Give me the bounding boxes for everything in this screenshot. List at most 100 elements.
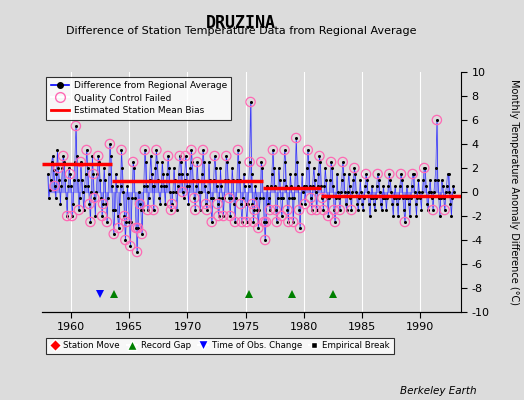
Point — [86, 219, 95, 225]
Point — [277, 213, 286, 219]
Point — [203, 207, 211, 213]
Point — [248, 201, 257, 207]
Point — [420, 165, 429, 171]
Point — [82, 147, 91, 153]
Point — [237, 201, 245, 207]
Point — [283, 207, 292, 213]
Point — [225, 195, 233, 201]
Point — [301, 201, 309, 207]
Point — [85, 201, 94, 207]
Point — [385, 171, 394, 177]
Point — [152, 147, 161, 153]
Point — [295, 207, 303, 213]
Point — [318, 195, 326, 201]
Point — [208, 219, 216, 225]
Point — [54, 165, 62, 171]
Point — [246, 99, 255, 105]
Point — [336, 207, 344, 213]
Point — [319, 207, 328, 213]
Point — [117, 147, 126, 153]
Point — [121, 237, 129, 243]
Point — [284, 219, 292, 225]
Point — [296, 225, 304, 231]
Point — [324, 213, 332, 219]
Point — [315, 153, 324, 159]
Point — [331, 219, 339, 225]
Point — [114, 225, 123, 231]
Point — [181, 153, 190, 159]
Point — [74, 207, 83, 213]
Point — [136, 201, 144, 207]
Point — [347, 207, 356, 213]
Point — [234, 147, 242, 153]
Point — [429, 207, 437, 213]
Point — [219, 213, 227, 219]
Point — [214, 213, 223, 219]
Point — [249, 219, 258, 225]
Point — [138, 231, 146, 237]
Text: DRUZINA: DRUZINA — [206, 14, 276, 32]
Point — [243, 219, 251, 225]
Point — [144, 207, 152, 213]
Point — [99, 201, 107, 207]
Point — [68, 213, 76, 219]
Point — [50, 183, 59, 189]
Point — [269, 147, 277, 153]
Point — [401, 219, 409, 225]
Point — [66, 171, 74, 177]
Legend: Station Move, Record Gap, Time of Obs. Change, Empirical Break: Station Move, Record Gap, Time of Obs. C… — [46, 338, 394, 354]
Point — [307, 195, 315, 201]
Point — [262, 219, 270, 225]
Point — [202, 201, 210, 207]
Point — [245, 159, 254, 165]
Text: Difference of Station Temperature Data from Regional Average: Difference of Station Temperature Data f… — [66, 26, 416, 36]
Point — [441, 207, 449, 213]
Point — [271, 207, 280, 213]
Point — [199, 147, 207, 153]
Point — [272, 219, 281, 225]
Point — [261, 237, 269, 243]
Point — [260, 219, 268, 225]
Point — [94, 153, 102, 159]
Point — [303, 147, 312, 153]
Point — [330, 207, 338, 213]
Point — [110, 231, 118, 237]
Point — [103, 219, 111, 225]
Point — [327, 159, 335, 165]
Point — [266, 207, 274, 213]
Point — [132, 225, 140, 231]
Point — [433, 117, 441, 123]
Point — [312, 207, 321, 213]
Point — [362, 171, 370, 177]
Point — [350, 165, 358, 171]
Point — [374, 171, 382, 177]
Point — [193, 159, 201, 165]
Point — [98, 213, 106, 219]
Point — [187, 147, 195, 153]
Point — [190, 195, 199, 201]
Point — [167, 207, 175, 213]
Point — [140, 147, 149, 153]
Point — [90, 195, 99, 201]
Text: Berkeley Earth: Berkeley Earth — [400, 386, 477, 396]
Point — [397, 171, 405, 177]
Point — [280, 147, 289, 153]
Point — [134, 225, 142, 231]
Point — [89, 171, 97, 177]
Point — [226, 213, 234, 219]
Point — [63, 213, 71, 219]
Point — [231, 219, 239, 225]
Point — [168, 201, 176, 207]
Point — [237, 219, 246, 225]
Point — [211, 153, 219, 159]
Point — [254, 225, 263, 231]
Legend: Difference from Regional Average, Quality Control Failed, Estimated Station Mean: Difference from Regional Average, Qualit… — [47, 76, 231, 120]
Point — [77, 159, 85, 165]
Point — [164, 153, 172, 159]
Point — [120, 213, 128, 219]
Point — [149, 207, 158, 213]
Point — [250, 207, 259, 213]
Point — [292, 135, 300, 141]
Point — [339, 159, 347, 165]
Point — [133, 249, 141, 255]
